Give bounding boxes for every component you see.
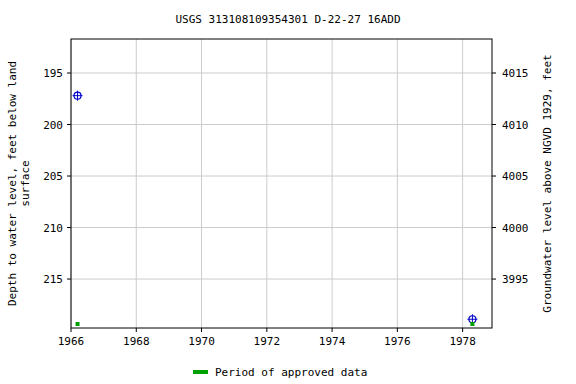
legend-swatch <box>193 370 208 374</box>
tick-label: 210 <box>43 222 63 235</box>
y-axis-label: Depth to water level, feet below landsur… <box>6 61 32 306</box>
tick-label: 1970 <box>188 335 215 348</box>
tick-label: 4010 <box>502 119 529 132</box>
tick <box>492 73 496 74</box>
tick <box>492 227 496 228</box>
tick-label: 1978 <box>449 335 476 348</box>
y-axis-label-line: surface <box>19 160 32 206</box>
tick <box>67 227 71 228</box>
plot-frame <box>71 39 492 328</box>
y-axis-label-line: Depth to water level, feet below land <box>6 61 19 306</box>
tick <box>492 176 496 177</box>
tick <box>266 328 267 332</box>
tick <box>492 124 496 125</box>
grid-line <box>201 39 202 328</box>
tick-label: 3995 <box>502 273 529 286</box>
tick <box>67 73 71 74</box>
tick <box>136 328 137 332</box>
tick-label: 1966 <box>58 335 85 348</box>
grid-line <box>462 39 463 328</box>
tick-label: 205 <box>43 170 63 183</box>
tick-label: 200 <box>43 119 63 132</box>
tick-label: 4000 <box>502 222 529 235</box>
tick-label: 4015 <box>502 67 529 80</box>
chart: USGS 313108109354301 D-22-27 16ADD 1966 19… <box>0 0 576 384</box>
tick <box>201 328 202 332</box>
grid-line <box>71 176 492 177</box>
approved-period <box>470 322 474 326</box>
tick <box>67 124 71 125</box>
tick-label: 4005 <box>502 170 529 183</box>
tick <box>67 176 71 177</box>
grid-line <box>71 227 492 228</box>
tick-label: 215 <box>43 273 63 286</box>
grid-line <box>266 39 267 328</box>
tick <box>492 279 496 280</box>
tick <box>397 328 398 332</box>
tick-label: 1974 <box>319 335 346 348</box>
tick <box>462 328 463 332</box>
tick-label: 1972 <box>254 335 281 348</box>
data-point <box>73 91 83 101</box>
tick <box>332 328 333 332</box>
y2-axis-label: Groundwater level above NGVD 1929, feet <box>541 54 554 312</box>
tick <box>71 328 72 332</box>
grid-line <box>332 39 333 328</box>
grid-line <box>71 73 492 74</box>
legend-label: Period of approved data <box>215 366 367 379</box>
grid-line <box>71 279 492 280</box>
tick-label: 1968 <box>123 335 150 348</box>
grid-line <box>397 39 398 328</box>
tick-label: 195 <box>43 67 63 80</box>
tick-label: 1976 <box>384 335 411 348</box>
tick <box>67 279 71 280</box>
grid-line <box>71 124 492 125</box>
approved-period <box>76 322 80 326</box>
title: USGS 313108109354301 D-22-27 16ADD <box>175 13 400 26</box>
marker-cross <box>77 91 78 101</box>
grid-line <box>136 39 137 328</box>
data-group <box>73 91 478 326</box>
